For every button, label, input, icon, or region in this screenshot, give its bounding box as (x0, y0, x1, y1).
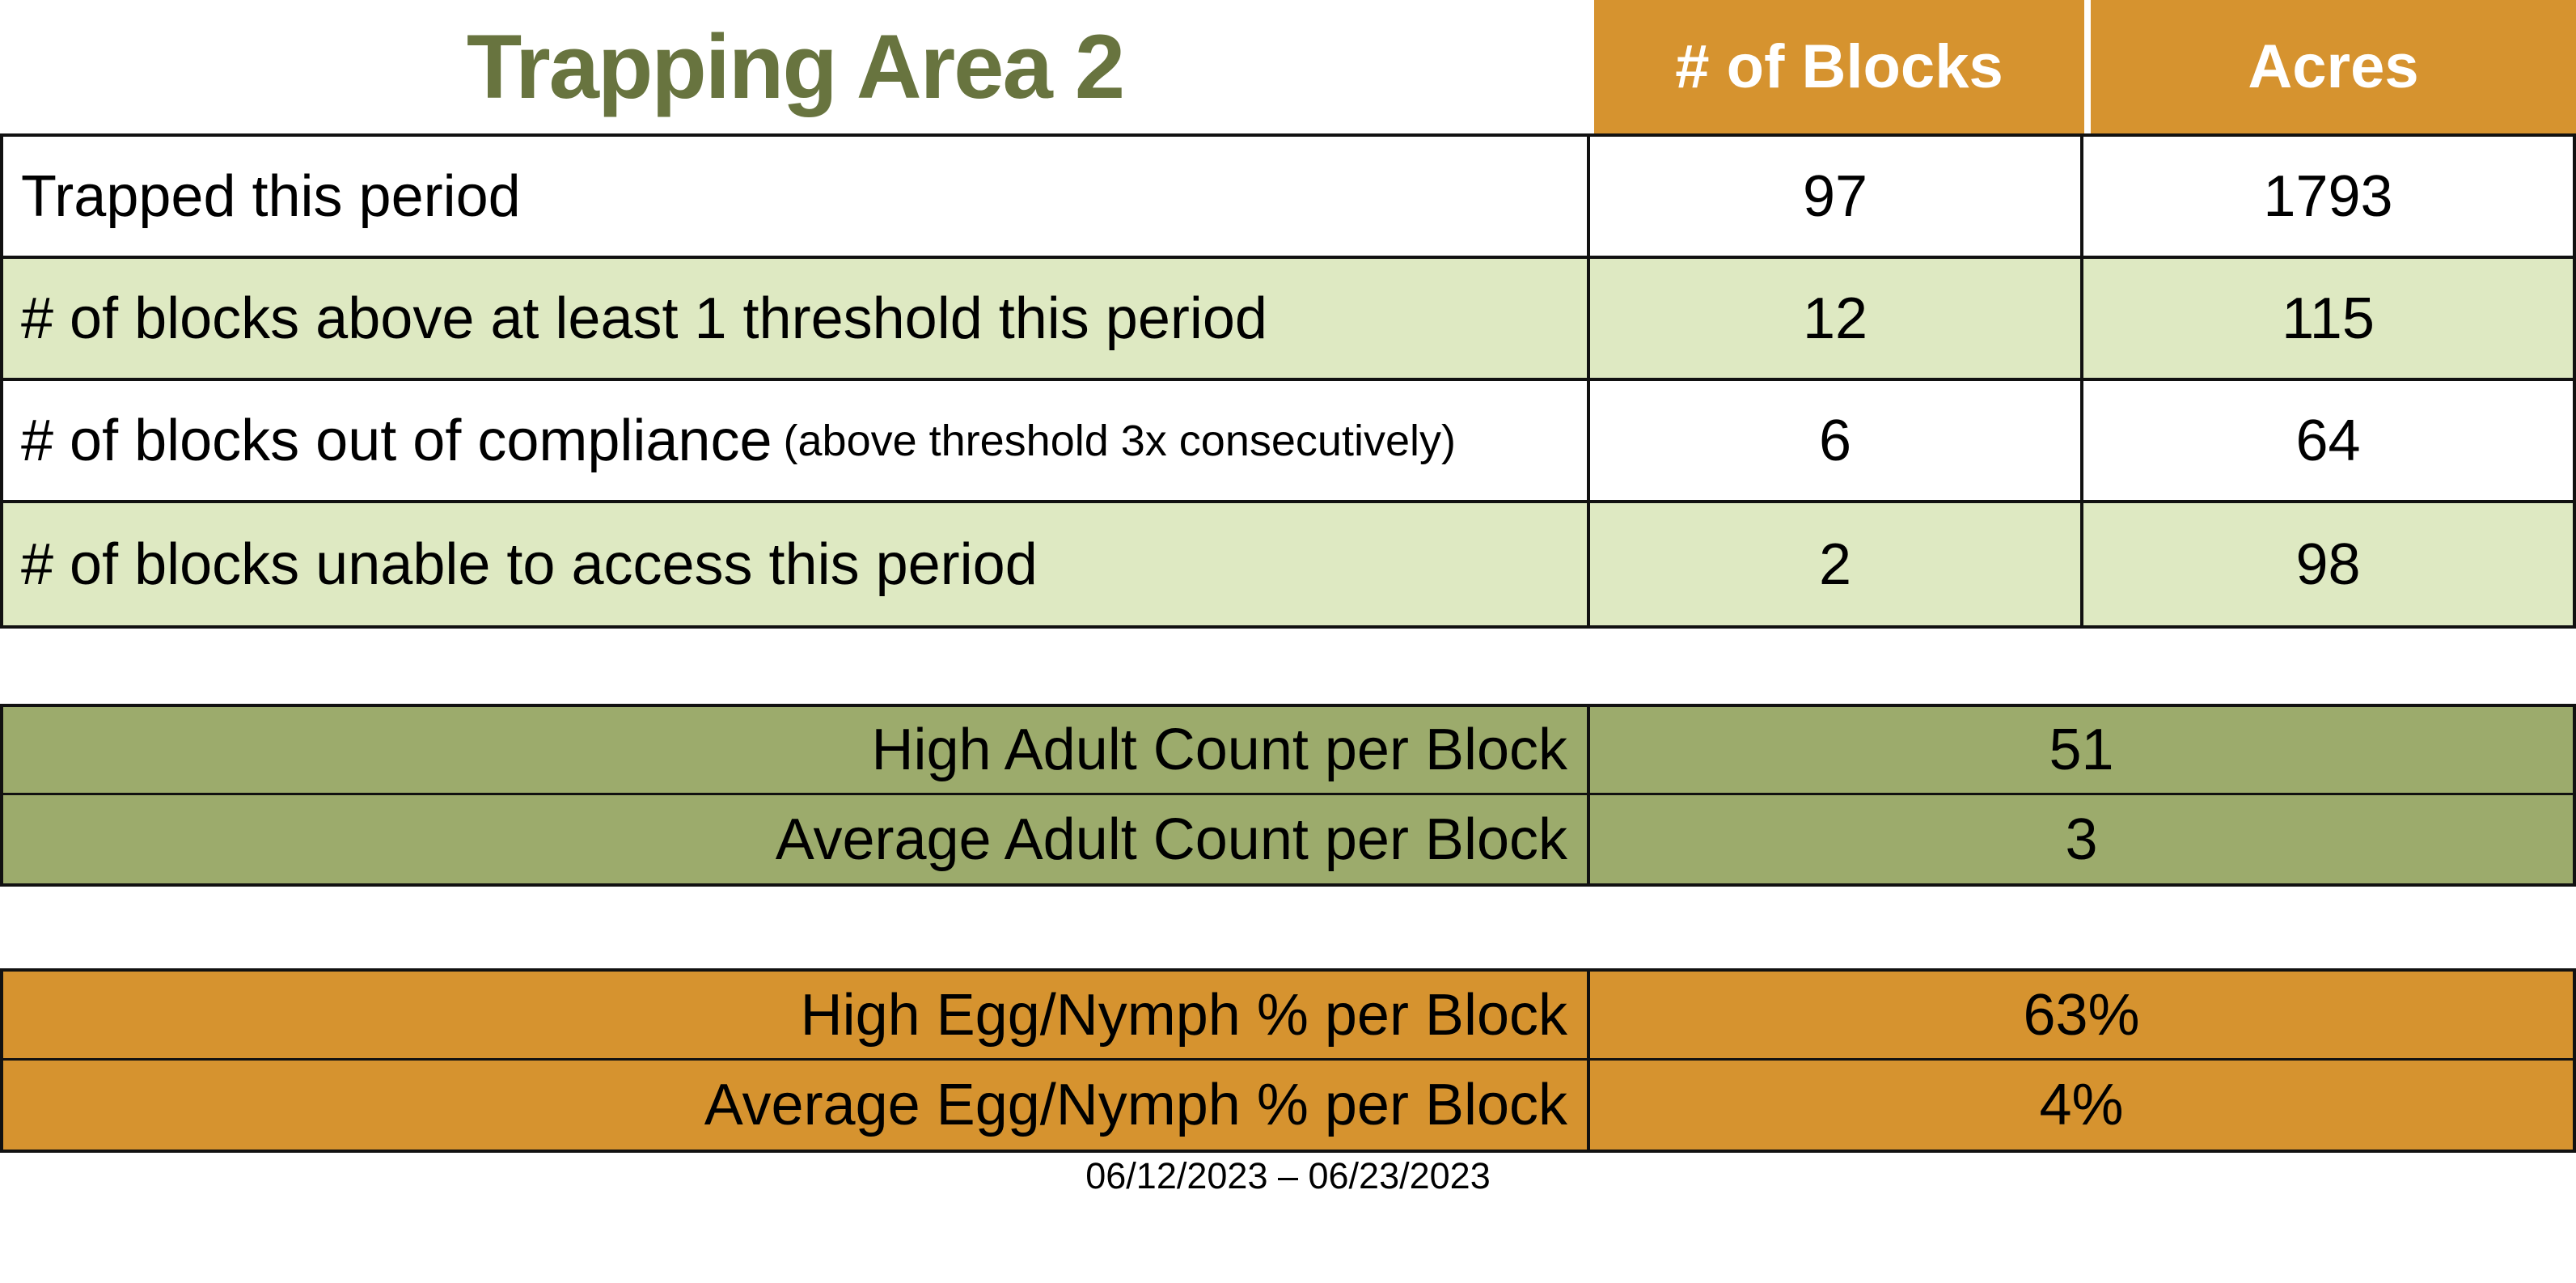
acres-value: 64 (2083, 381, 2573, 503)
adult-average-label: Average Adult Count per Block (3, 795, 1590, 883)
row-label-text: # of blocks out of compliance (21, 408, 772, 473)
table-row-label: # of blocks out of compliance (above thr… (3, 381, 1590, 503)
table-row-label: Trapped this period (3, 137, 1590, 259)
egg-average-value: 4% (2039, 1073, 2124, 1137)
egg-high-label: High Egg/Nymph % per Block (3, 972, 1590, 1061)
row-label-text: Trapped this period (21, 163, 521, 229)
acres-value: 1793 (2083, 137, 2573, 259)
blocks-value: 97 (1590, 137, 2083, 259)
egg-high-value: 63% (1590, 972, 2573, 1061)
adult-high-value: 51 (1590, 707, 2573, 795)
blocks-value: 2 (1590, 503, 2083, 625)
adult-high-label: High Adult Count per Block (3, 707, 1590, 795)
egg-nymph-table: High Egg/Nymph % per Block 63% Average E… (0, 968, 2576, 1153)
table-row-label: # of blocks unable to access this period (3, 503, 1590, 625)
trapping-summary-table: Trapped this period 97 1793 # of blocks … (0, 133, 2576, 629)
adult-count-table: High Adult Count per Block 51 Average Ad… (0, 704, 2576, 887)
acres-value: 115 (2083, 259, 2573, 381)
egg-average-label: Average Egg/Nymph % per Block (3, 1061, 1590, 1150)
column-header-blocks: # of Blocks (1594, 0, 2084, 133)
page-title: Trapping Area 2 (466, 16, 1125, 117)
column-header-acres: Acres (2091, 0, 2576, 133)
date-range: 06/12/2023 – 06/23/2023 (1085, 1155, 1491, 1196)
row-label-text: # of blocks above at least 1 threshold t… (21, 286, 1267, 351)
acres-value: 98 (2083, 503, 2573, 625)
row-label-text: # of blocks unable to access this period (21, 531, 1038, 597)
blocks-value: 6 (1590, 381, 2083, 503)
table-row-label: # of blocks above at least 1 threshold t… (3, 259, 1590, 381)
row-label-note: (above threshold 3x consecutively) (783, 416, 1456, 465)
report-title-cell: Trapping Area 2 (0, 0, 1590, 133)
adult-average-value: 3 (2065, 807, 2098, 872)
blocks-value: 12 (1590, 259, 2083, 381)
